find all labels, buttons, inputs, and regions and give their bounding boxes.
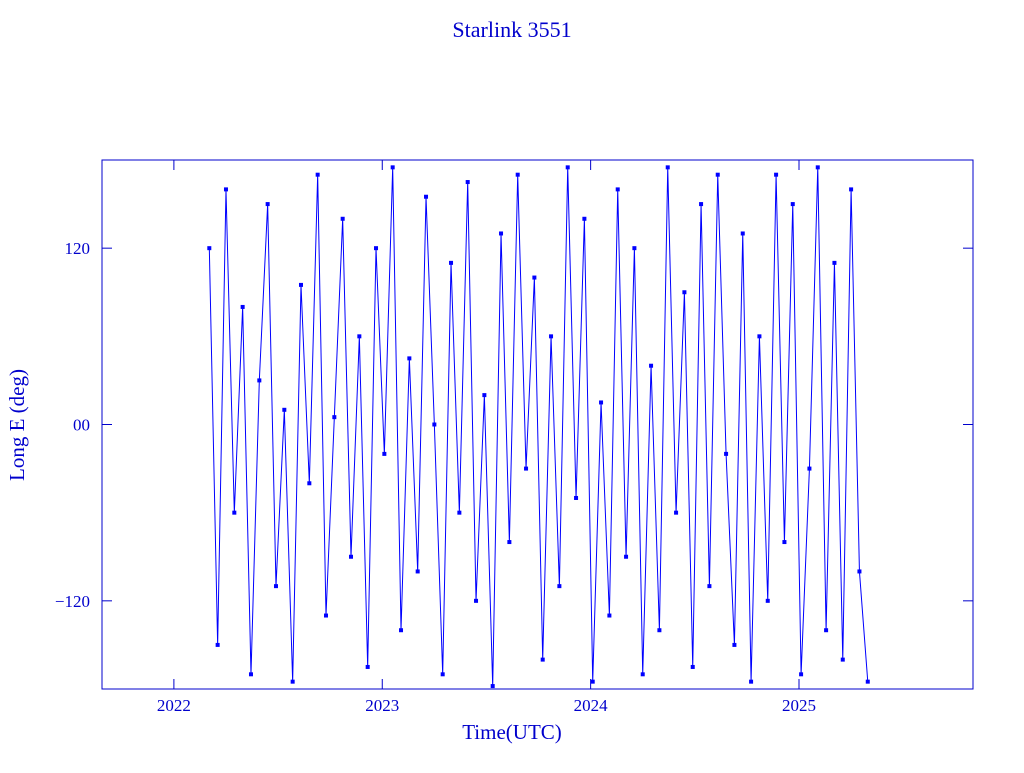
data-point: [223, 187, 228, 192]
data-point: [248, 672, 253, 677]
data-point: [715, 172, 720, 177]
data-point: [549, 334, 554, 339]
data-point: [365, 664, 370, 669]
data-point: [690, 664, 695, 669]
data-point: [540, 657, 545, 662]
data-point: [590, 679, 595, 684]
data-point: [315, 172, 320, 177]
data-point: [782, 540, 787, 545]
data-point: [415, 569, 420, 574]
data-point: [574, 495, 579, 500]
data-point: [849, 187, 854, 192]
data-point: [532, 275, 537, 280]
data-point: [632, 246, 637, 251]
data-point: [282, 407, 287, 412]
data-point: [298, 282, 303, 287]
x-tick-label: 2025: [782, 696, 816, 715]
data-point: [615, 187, 620, 192]
data-point: [757, 334, 762, 339]
data-point: [582, 216, 587, 221]
data-point: [774, 172, 779, 177]
data-point: [815, 165, 820, 170]
x-tick-label: 2024: [574, 696, 609, 715]
data-point: [524, 466, 529, 471]
data-point: [399, 628, 404, 633]
data-point: [557, 584, 562, 589]
data-point: [732, 642, 737, 647]
data-point: [432, 422, 437, 427]
data-point: [665, 165, 670, 170]
data-point: [232, 510, 237, 515]
data-point: [515, 172, 520, 177]
data-point: [740, 231, 745, 236]
data-point: [357, 334, 362, 339]
data-point: [332, 415, 337, 420]
data-point: [490, 684, 495, 689]
x-tick-label: 2022: [157, 696, 191, 715]
data-point: [649, 363, 654, 368]
data-point: [565, 165, 570, 170]
data-point: [340, 216, 345, 221]
data-point: [457, 510, 462, 515]
data-point: [324, 613, 329, 618]
y-tick-label: 00: [73, 416, 90, 435]
data-point: [407, 356, 412, 361]
data-point: [307, 481, 312, 486]
data-point: [440, 672, 445, 677]
x-tick-label: 2023: [365, 696, 399, 715]
data-point: [674, 510, 679, 515]
data-point: [257, 378, 262, 383]
data-point: [807, 466, 812, 471]
data-point: [699, 202, 704, 207]
y-tick-label: −120: [55, 592, 90, 611]
data-point: [390, 165, 395, 170]
data-point: [207, 246, 212, 251]
data-line: [208, 167, 869, 687]
data-point: [640, 672, 645, 677]
data-point: [824, 628, 829, 633]
data-point: [424, 194, 429, 199]
data-point: [499, 231, 504, 236]
data-point: [682, 290, 687, 295]
data-point: [265, 202, 270, 207]
data-point: [465, 180, 470, 185]
data-point: [832, 260, 837, 265]
data-point: [840, 657, 845, 662]
x-axis-label: Time(UTC): [462, 720, 562, 744]
data-point: [449, 260, 454, 265]
data-point: [624, 554, 629, 559]
data-point: [724, 451, 729, 456]
data-point: [765, 598, 770, 603]
data-point: [657, 628, 662, 633]
data-point: [382, 451, 387, 456]
data-point: [273, 584, 278, 589]
data-point: [482, 393, 487, 398]
y-axis-label: Long E (deg): [5, 369, 29, 481]
data-point: [749, 679, 754, 684]
data-point: [607, 613, 612, 618]
data-point: [857, 569, 862, 574]
data-point: [599, 400, 604, 405]
data-point: [790, 202, 795, 207]
data-point: [507, 540, 512, 545]
data-point: [474, 598, 479, 603]
data-point: [240, 304, 245, 309]
data-point: [865, 679, 870, 684]
data-point: [799, 672, 804, 677]
y-tick-label: 120: [65, 239, 91, 258]
data-point: [349, 554, 354, 559]
data-point: [374, 246, 379, 251]
data-point: [215, 642, 220, 647]
data-point: [290, 679, 295, 684]
data-point: [707, 584, 712, 589]
chart-title: Starlink 3551: [452, 17, 571, 42]
